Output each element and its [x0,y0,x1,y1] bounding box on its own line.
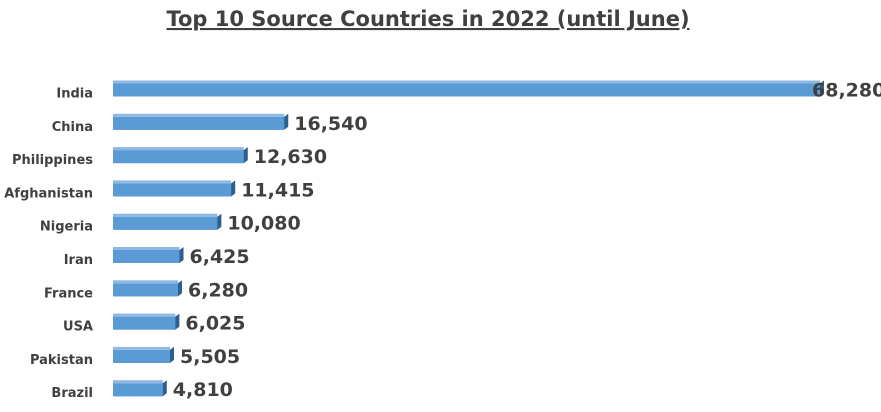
bar [113,316,176,330]
value-label: 16,540 [294,113,367,135]
value-label: 6,280 [188,279,248,301]
bar-top [113,346,171,350]
value-label: 12,630 [254,146,327,168]
bar-top [113,280,179,284]
bar [113,283,179,297]
bar-top [113,113,285,117]
bar-top [113,147,244,151]
bar [113,349,171,363]
bar-top [113,247,180,250]
value-label: 5,505 [180,346,240,368]
bar [113,150,244,164]
y-tick-label: Afghanistan [4,186,93,201]
y-tick-label: Philippines [12,153,93,168]
bar [113,216,218,230]
bar [113,383,163,397]
bar-top [113,213,218,217]
bar-top [113,313,176,317]
bar [113,250,180,263]
value-label: 6,425 [190,246,250,268]
bar [113,183,232,197]
value-label: 10,080 [227,213,300,235]
bar-top [113,380,163,384]
y-tick-label: India [56,87,93,102]
chart-title: Top 10 Source Countries in 2022 (until J… [166,7,689,31]
value-label: 68,280 [812,80,881,102]
y-tick-label: China [52,120,93,135]
bar-top [113,180,232,184]
value-label: 11,415 [241,179,314,201]
y-tick-label: Iran [64,253,93,268]
y-tick-label: Brazil [51,386,93,401]
bar-top [113,80,820,84]
value-label: 6,025 [185,313,245,335]
y-tick-label: Pakistan [30,353,93,368]
y-tick-label: USA [63,320,93,335]
bar [113,116,285,130]
y-tick-label: Nigeria [40,220,93,235]
bar [113,83,820,97]
y-tick-label: France [44,286,93,301]
value-label: 4,810 [173,379,233,401]
